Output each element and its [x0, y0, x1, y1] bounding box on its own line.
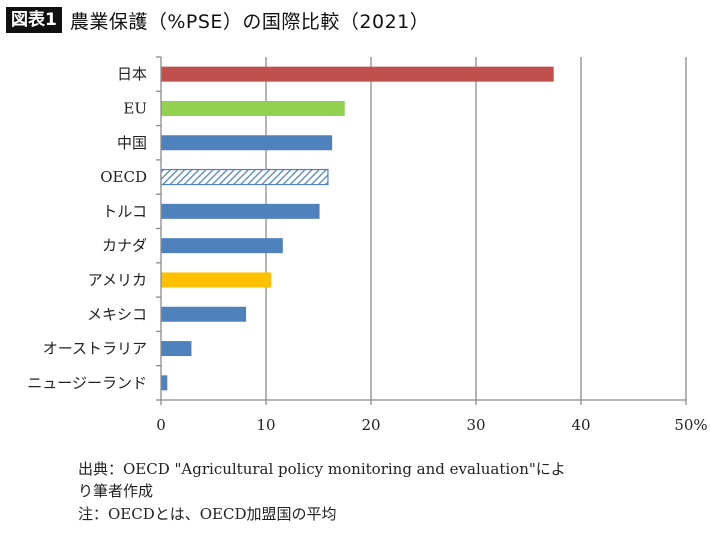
x-tick-label: 50%: [674, 416, 707, 434]
bar: [161, 341, 192, 357]
y-category-label: カナダ: [102, 237, 147, 255]
x-tick-label: 30: [466, 416, 485, 434]
x-tick-label: 40: [571, 416, 590, 434]
bar: [161, 272, 272, 288]
y-category-label: EU: [123, 99, 147, 117]
y-category-label: アメリカ: [88, 271, 147, 289]
bar: [161, 66, 554, 82]
bar: [161, 135, 333, 151]
y-category-label: ニュージーランド: [27, 374, 147, 392]
source-note-line2: り筆者作成: [78, 482, 154, 500]
y-category-label: 中国: [117, 134, 147, 152]
source-note-line1: 出典：OECD "Agricultural policy monitoring …: [78, 460, 566, 478]
y-category-label: 日本: [117, 65, 147, 83]
bar: [160, 168, 329, 186]
y-category-label: トルコ: [102, 202, 147, 220]
bar: [161, 306, 247, 322]
bar: [161, 203, 320, 219]
bar: [161, 238, 283, 254]
definition-note: 注：OECDとは、OECD加盟国の平均: [78, 505, 337, 523]
bar: [161, 100, 345, 116]
x-tick-label: 10: [256, 416, 275, 434]
bar: [161, 375, 168, 391]
title-text: 農業保護（%PSE）の国際比較（2021）: [69, 10, 430, 33]
x-tick-label: 0: [156, 416, 166, 434]
figure-badge: 図表1: [6, 7, 62, 33]
y-category-label: オーストラリア: [43, 340, 147, 358]
y-category-label: OECD: [100, 168, 147, 186]
y-category-label: メキシコ: [87, 305, 147, 323]
chart-title: 図表1 農業保護（%PSE）の国際比較（2021）: [6, 5, 429, 35]
x-tick-label: 20: [361, 416, 380, 434]
